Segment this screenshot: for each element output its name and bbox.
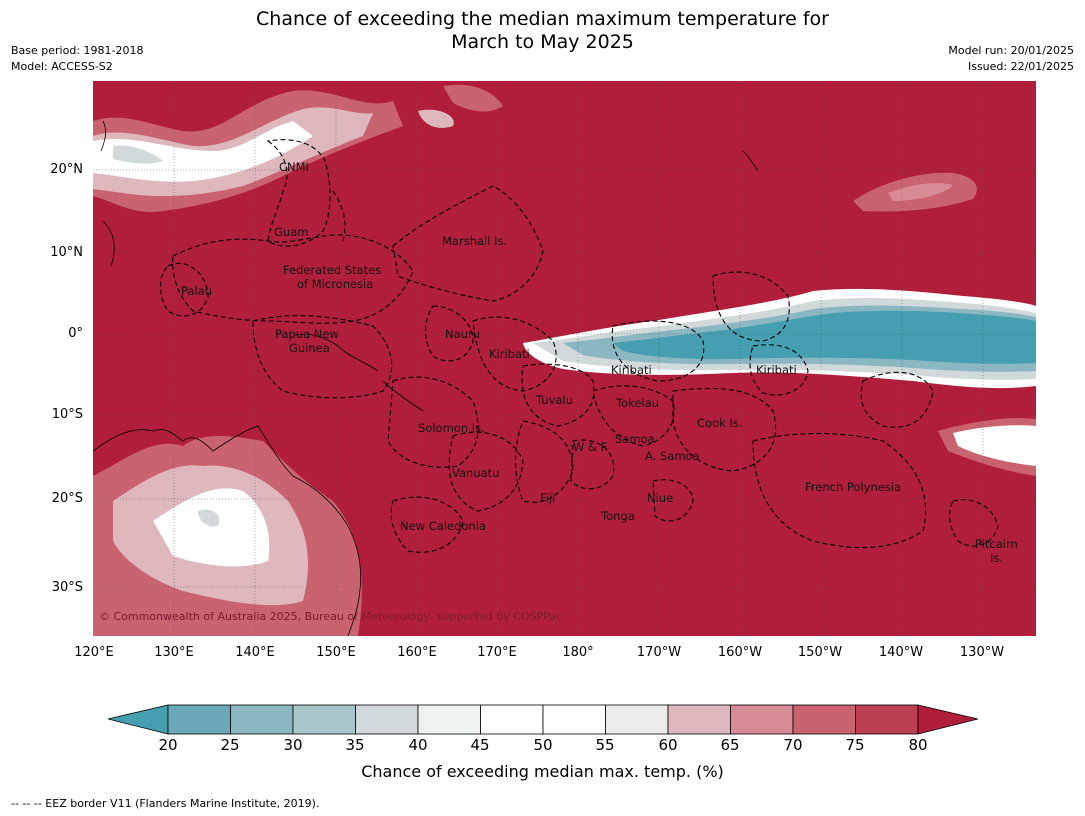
label-cnmi: CNMI <box>279 160 309 174</box>
lon-label-120e: 120°E <box>74 645 114 660</box>
lat-label-10s: 10°S <box>51 407 83 422</box>
colorbar-tick-80: 80 <box>908 736 928 754</box>
colorbar-extend-high <box>917 704 978 735</box>
label-guam: Guam <box>274 225 309 239</box>
colorbar-label: Chance of exceeding median max. temp. (%… <box>361 762 724 781</box>
colorbar-tick-20: 20 <box>158 736 178 754</box>
label-marshall: Marshall Is. <box>442 234 508 248</box>
lat-label-20s: 20°S <box>51 491 83 506</box>
colorbar-tick-40: 40 <box>408 736 428 754</box>
label-nauru: Nauru <box>445 327 480 341</box>
eez-borders <box>159 139 999 553</box>
label-png-line1: Papua New <box>275 327 339 341</box>
label-cook: Cook Is. <box>697 416 743 430</box>
lon-label-160w: 160°W <box>717 645 763 660</box>
australia-coastline <box>93 425 361 636</box>
colorbar-tick-60: 60 <box>658 736 678 754</box>
lat-label-20n: 20°N <box>50 162 83 177</box>
graticule <box>93 81 1036 636</box>
label-pitcairn-line2: Is. <box>990 551 1004 565</box>
colorbar-bin-75-80 <box>855 704 919 735</box>
label-fiji: Fiji <box>540 491 556 505</box>
colorbar-tick-25: 25 <box>220 736 240 754</box>
lon-label-160e: 160°E <box>397 645 437 660</box>
label-vanuatu: Vanuatu <box>452 466 500 480</box>
lon-label-130e: 130°E <box>154 645 194 660</box>
colorbar-bin-65-70 <box>730 704 794 735</box>
label-kiribati-central: Kiribati <box>611 363 652 377</box>
colorbar-bin-60-65 <box>667 704 731 735</box>
colorbar-bin-25-30 <box>230 704 294 735</box>
map-canvas <box>93 81 1036 636</box>
label-tokelau: Tokelau <box>616 396 659 410</box>
model-text: Model: ACCESS-S2 <box>11 60 113 73</box>
label-fsm-line1: Federated States <box>283 263 382 277</box>
label-fsm-line2: of Micronesia <box>297 277 374 291</box>
colorbar-bin-45-50 <box>480 704 544 735</box>
lat-label-10n: 10°N <box>50 245 83 260</box>
colorbar-bin-20-25 <box>167 704 231 735</box>
copyright-text: © Commonwealth of Australia 2025, Bureau… <box>99 610 563 623</box>
base-period-text: Base period: 1981-2018 <box>11 44 144 57</box>
colorbar-tick-70: 70 <box>783 736 803 754</box>
colorbar-tick-45: 45 <box>470 736 490 754</box>
issued-text: Issued: 22/01/2025 <box>967 60 1074 73</box>
lon-label-170e: 170°E <box>477 645 517 660</box>
label-wf: W & F <box>573 440 608 454</box>
colorbar-bin-50-55 <box>542 704 606 735</box>
lon-label-140w: 140°W <box>878 645 924 660</box>
map-panel[interactable]: CNMI Guam Marshall Is. Federated States … <box>93 81 1036 636</box>
colorbar-tick-55: 55 <box>595 736 615 754</box>
coastlines <box>100 120 759 412</box>
eez-footnote: -- -- -- EEZ border V11 (Flanders Marine… <box>11 797 320 810</box>
label-kiribati-west: Kiribati <box>489 347 530 361</box>
model-run-text: Model run: 20/01/2025 <box>948 44 1074 57</box>
label-niue: Niue <box>647 491 674 505</box>
colorbar-bin-40-45 <box>417 704 481 735</box>
colorbar-tick-75: 75 <box>845 736 865 754</box>
lon-label-170w: 170°W <box>636 645 682 660</box>
map-title-line2: March to May 2025 <box>451 31 634 53</box>
label-pitcairn-line1: Pitcairn <box>975 537 1018 551</box>
colorbar-bin-70-75 <box>792 704 856 735</box>
lon-label-140e: 140°E <box>235 645 275 660</box>
lat-label-30s: 30°S <box>51 580 83 595</box>
label-samoa: Samoa <box>615 432 655 446</box>
label-french-polynesia: French Polynesia <box>805 480 902 494</box>
lon-label-150w: 150°W <box>797 645 843 660</box>
label-tuvalu: Tuvalu <box>536 393 573 407</box>
label-png-line2: Guinea <box>289 341 330 355</box>
lat-label-0: 0° <box>68 326 83 341</box>
lon-label-130w: 130°W <box>959 645 1005 660</box>
colorbar-bin-30-35 <box>292 704 356 735</box>
colorbar <box>108 704 978 735</box>
label-tonga: Tonga <box>601 509 635 523</box>
label-new-caledonia: New Caledonia <box>400 519 486 533</box>
colorbar-extend-low <box>108 704 169 735</box>
label-solomon: Solomon Is. <box>418 421 485 435</box>
map-title-line1: Chance of exceeding the median maximum t… <box>256 8 829 30</box>
label-palau: Palau <box>181 284 212 298</box>
lon-label-180: 180° <box>562 645 594 660</box>
colorbar-bin-55-60 <box>605 704 669 735</box>
colorbar-tick-30: 30 <box>283 736 303 754</box>
label-amsamoa: A. Samoa <box>645 449 700 463</box>
colorbar-bin-35-40 <box>355 704 419 735</box>
lon-label-150e: 150°E <box>316 645 356 660</box>
colorbar-tick-65: 65 <box>720 736 740 754</box>
colorbar-tick-35: 35 <box>345 736 365 754</box>
label-kiribati-east: Kiribati <box>756 363 797 377</box>
colorbar-tick-50: 50 <box>533 736 553 754</box>
